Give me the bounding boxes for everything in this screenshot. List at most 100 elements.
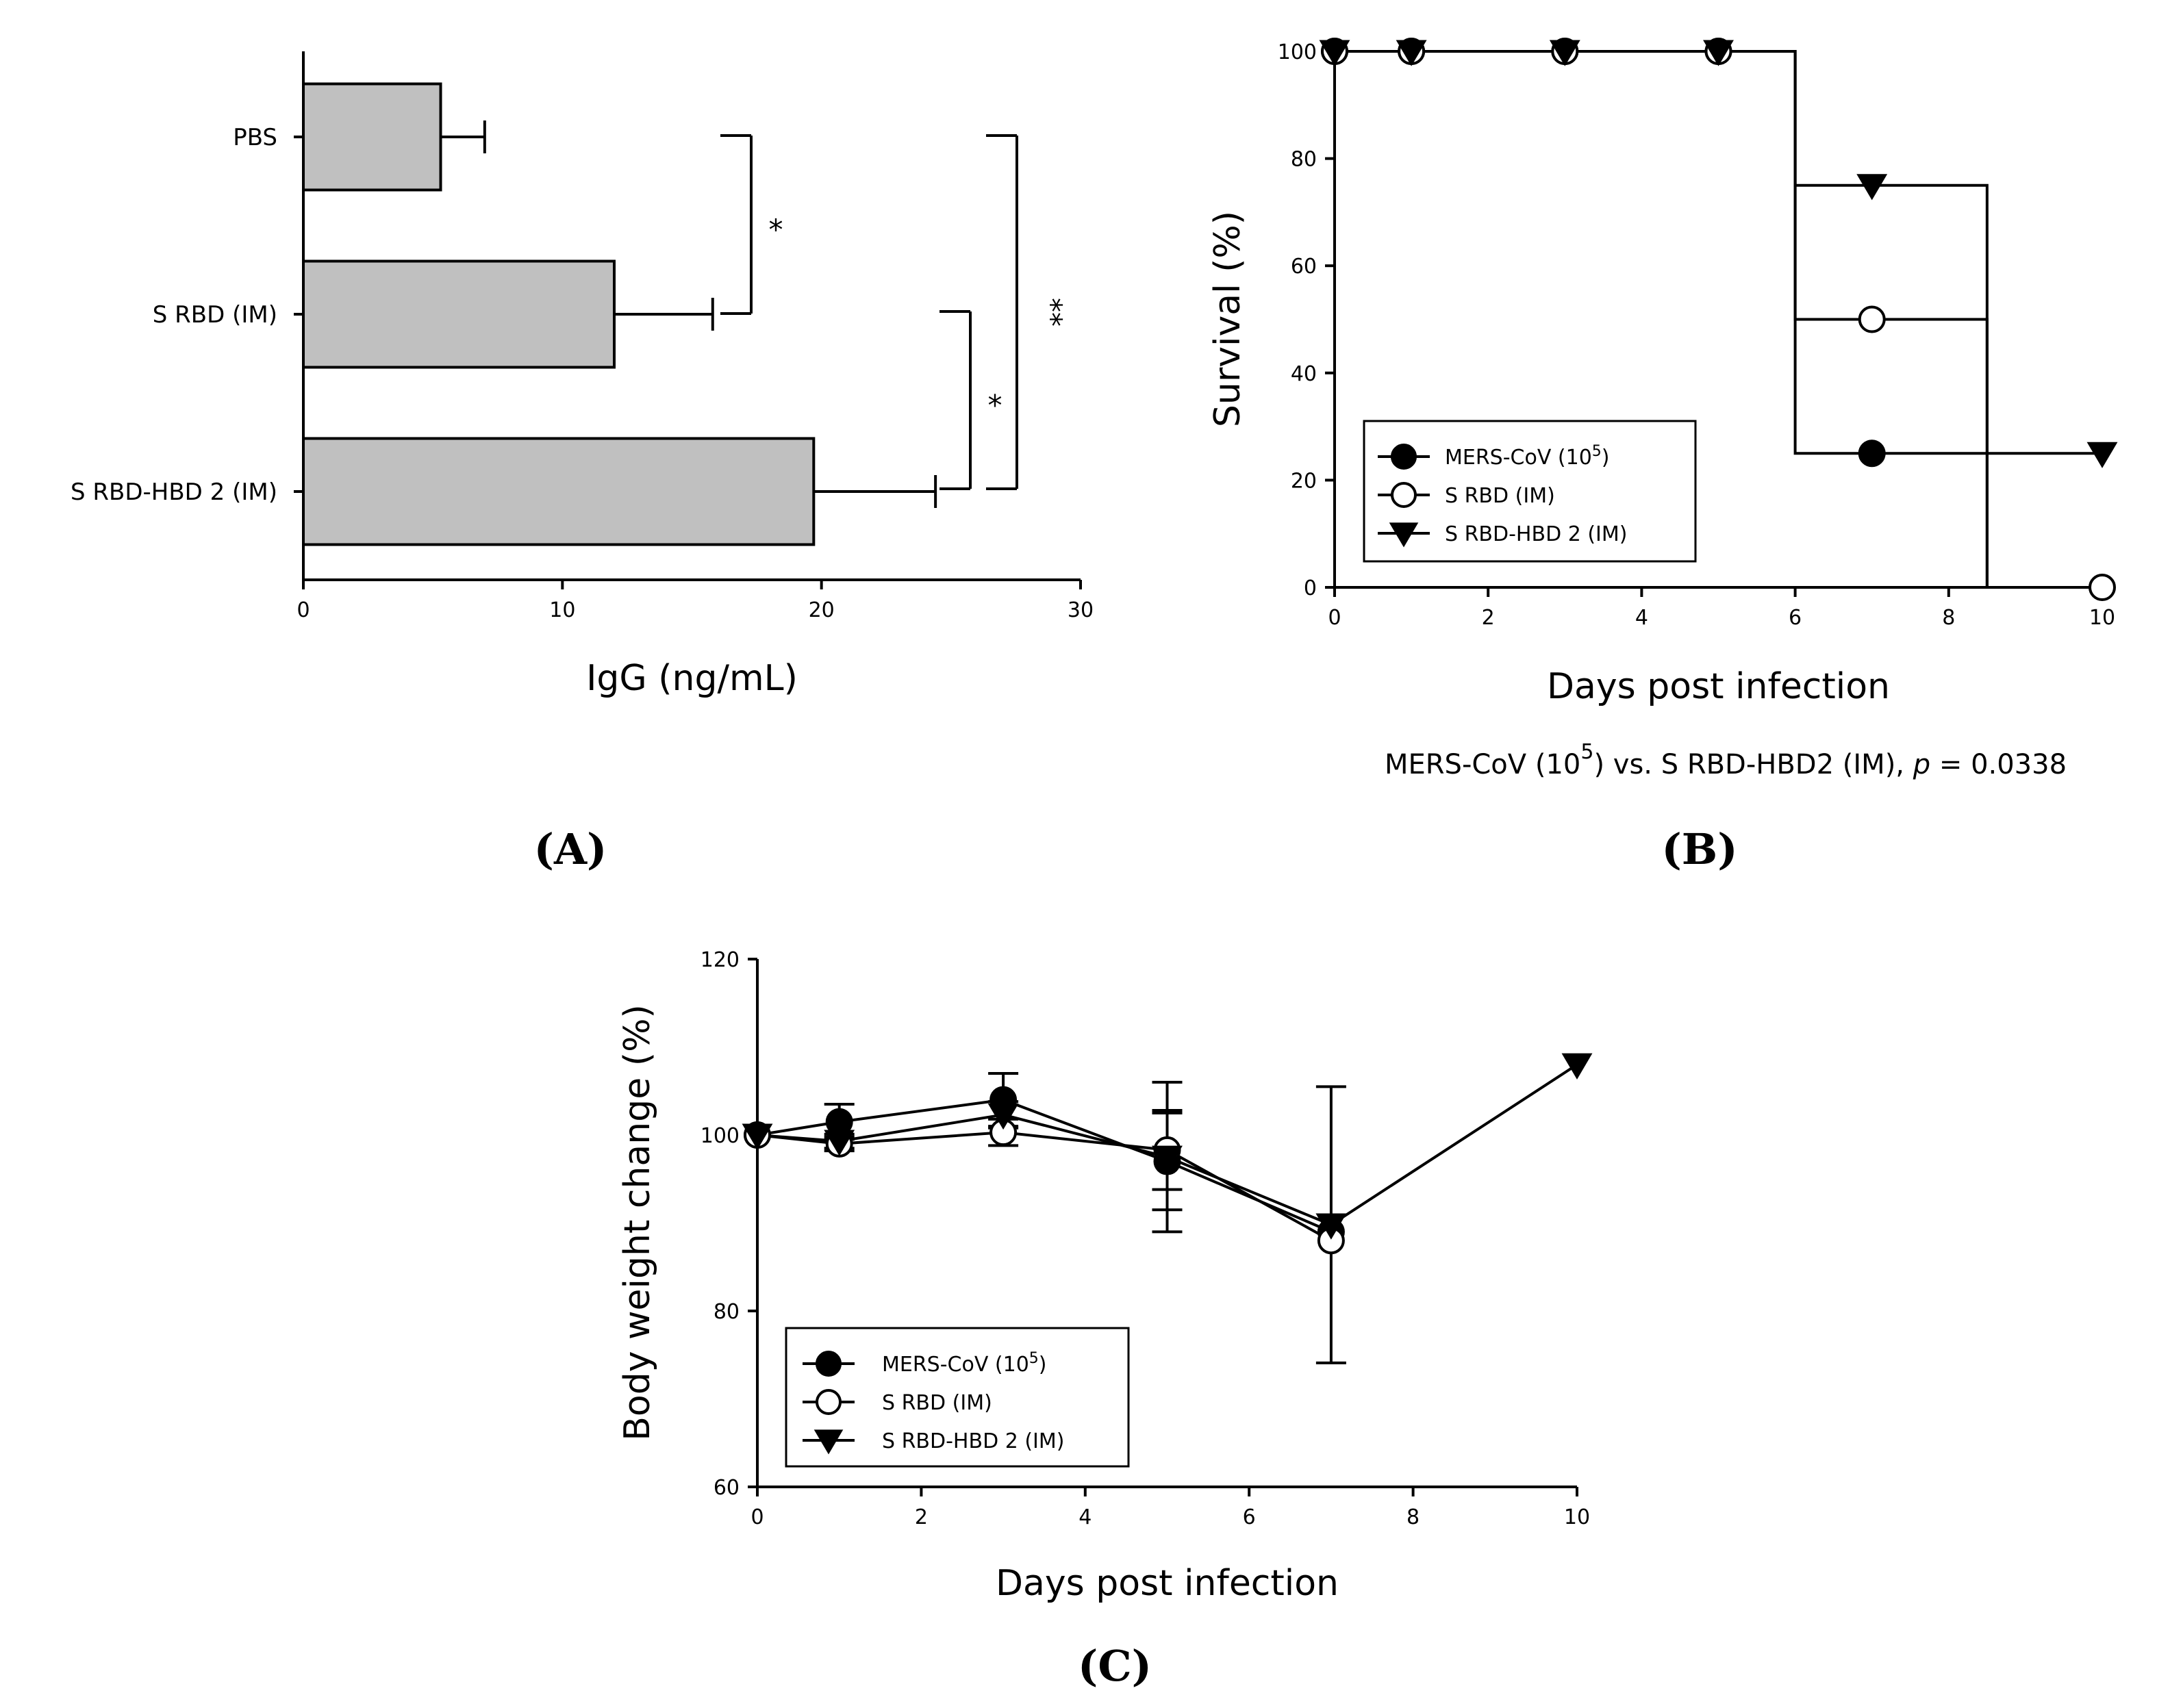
data-point [2086,442,2118,468]
data-point [1549,40,1580,66]
legend-marker [816,1389,842,1415]
x-tick-label: 8 [1407,1505,1420,1529]
data-point [1319,40,1350,66]
legend-label: S RBD-HBD 2 (IM) [882,1429,1064,1453]
legend-box [785,1327,1130,1468]
series-2 [1335,50,1989,587]
y-tick-label: 40 [1291,362,1317,386]
panel-label-close: ) [1717,824,1737,874]
bar [302,437,816,546]
legend-label: S RBD-HBD 2 (IM) [1445,522,1627,546]
legend-text-main: MERS-CoV (10 [882,1353,1029,1377]
survival-step-line [1335,50,1989,587]
y-tick-label: 60 [714,1476,740,1500]
x-tick-label: 0 [297,598,310,622]
data-point [824,1130,855,1156]
legend-box [1363,420,1697,563]
series-line [757,1063,1578,1227]
data-point [1858,305,1886,333]
panel-label-close: ) [587,824,607,874]
legend-marker [1389,522,1419,548]
y-tick-label: 120 [701,948,740,972]
legend-text-main: S RBD-HBD 2 (IM) [882,1429,1064,1453]
y-tick-label: 80 [714,1300,740,1324]
y-axis-title: Body weight change (%) [617,1004,658,1441]
legend-marker [813,1429,844,1455]
panel-label-b: (B) [1661,824,1737,874]
x-tick-label: 10 [2089,606,2115,630]
legend-marker [1391,482,1417,508]
legend-text-close: ) [1602,446,1610,470]
legend-text-main: MERS-CoV (10 [1445,446,1592,470]
bar [302,259,616,369]
x-tick-label: 0 [1328,606,1341,630]
x-tick-label: 4 [1635,606,1648,630]
x-tick-label: 8 [1942,606,1955,630]
stat-note-part: MERS-CoV (10 [1385,749,1580,780]
panel-label-c: (C) [1078,1641,1152,1691]
legend-text-superscript: 5 [1592,443,1602,460]
x-axis-title: Days post infection [996,1563,1339,1604]
x-axis-title: Days post infection [1547,666,1890,707]
stat-note-part: ) vs. S RBD-HBD2 (IM), [1593,749,1913,780]
stat-note-superscript: 5 [1580,740,1593,764]
x-tick-label: 2 [915,1505,928,1529]
legend-marker [816,1351,842,1377]
panel-label-open: ( [534,824,554,874]
legend-label: S RBD (IM) [882,1391,992,1415]
significance-marker: ** [1035,298,1068,327]
stat-note-part: = 0.0338 [1930,749,2067,780]
y-tick-label: 20 [1291,469,1317,493]
significance-marker: * [988,389,1002,422]
category-label: PBS [233,124,277,151]
panel-label-open: ( [1078,1641,1098,1691]
panel-label-letter: A [553,824,588,874]
data-point [742,1123,773,1150]
legend-label: S RBD (IM) [1445,484,1555,508]
y-tick-label: 100 [1278,40,1317,64]
bar [302,82,442,192]
data-point [2089,574,2116,601]
x-tick-label: 4 [1078,1505,1092,1529]
data-point [1315,1213,1347,1240]
data-point [1858,439,1886,468]
stat-note-p: p [1913,749,1930,780]
series-2 [757,1063,1578,1364]
y-tick-label: 0 [1304,576,1317,600]
category-label: S RBD (IM) [153,301,277,329]
x-tick-label: 6 [1243,1505,1256,1529]
x-tick-label: 10 [1564,1505,1590,1529]
legend-label: MERS-CoV (105) [882,1350,1047,1377]
panel-label-open: ( [1661,824,1681,874]
x-tick-label: 10 [549,598,575,622]
x-tick-label: 2 [1482,606,1495,630]
y-tick-label: 100 [701,1124,740,1148]
y-tick-label: 80 [1291,148,1317,172]
legend-label: MERS-CoV (105) [1445,443,1610,470]
y-axis-title: Survival (%) [1207,211,1248,427]
x-tick-label: 0 [750,1505,764,1529]
significance-marker: * [769,213,783,246]
x-tick-label: 6 [1789,606,1802,630]
x-axis-title: IgG (ng/mL) [586,658,798,699]
legend-text-main: S RBD (IM) [1445,484,1555,508]
data-point [1703,40,1734,66]
panel-label-letter: B [1682,824,1717,874]
statistics-note: MERS-CoV (105) vs. S RBD-HBD2 (IM), p = … [1385,740,2067,780]
legend-marker [1391,444,1417,470]
legend-text-superscript: 5 [1029,1350,1039,1367]
panel-c: 60 80 100 120 0 2 4 6 8 10 MERS-CoV (105) S RBD (IM… [617,948,1593,1691]
category-label: S RBD-HBD 2 (IM) [71,479,277,506]
legend-text-main: S RBD (IM) [882,1391,992,1415]
legend-text-close: ) [1039,1353,1047,1377]
data-point [987,1103,1019,1130]
panel-label-letter: C [1098,1641,1131,1691]
data-point [1856,174,1888,201]
panel-label-a: (A) [534,824,607,874]
legend-text-main: S RBD-HBD 2 (IM) [1445,522,1627,546]
data-point [1561,1053,1593,1080]
data-point [1152,1145,1183,1172]
